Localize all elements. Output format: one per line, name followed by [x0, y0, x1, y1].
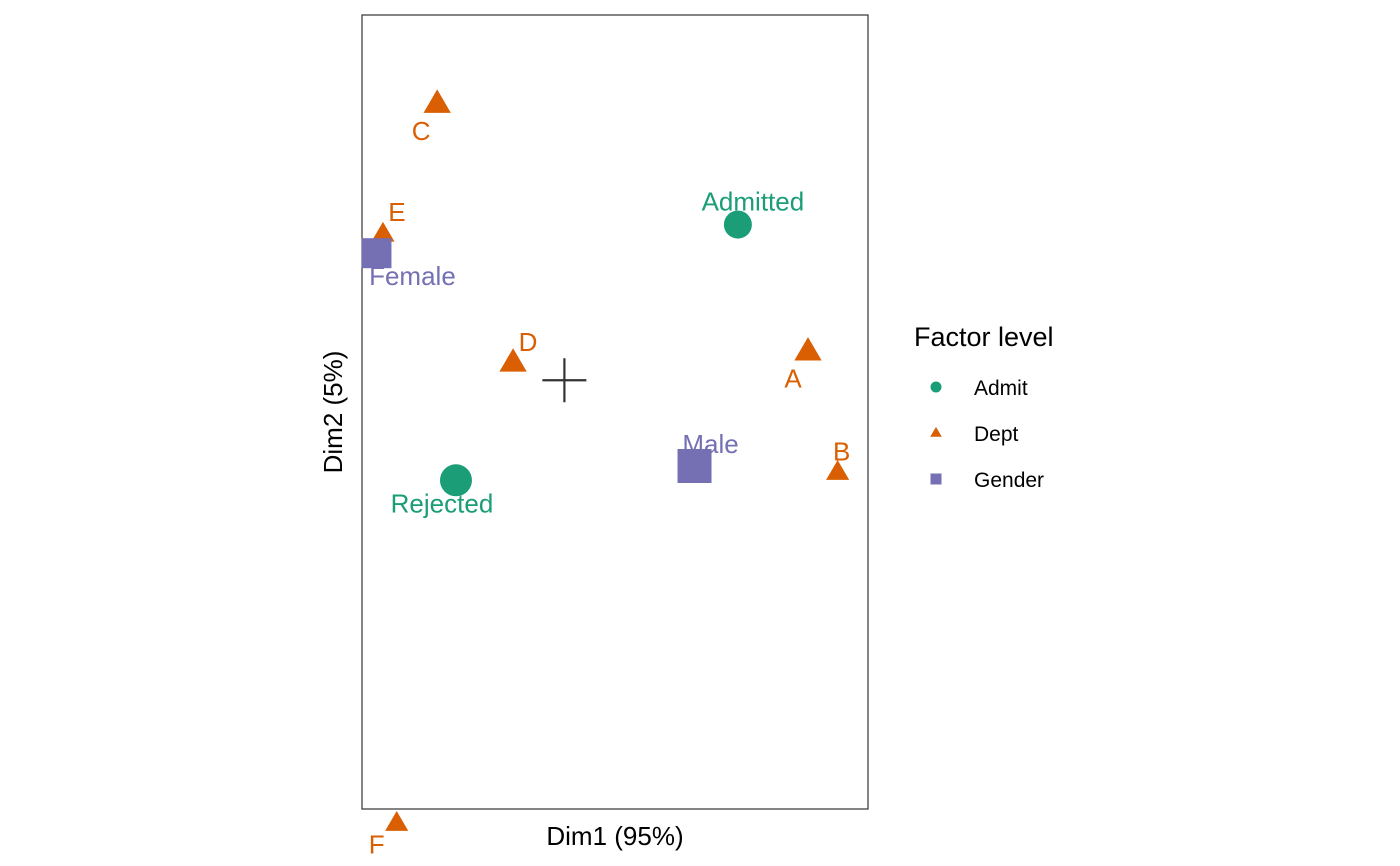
point-rejected: [439, 464, 472, 497]
point-label-b: B: [833, 436, 850, 466]
legend-label-dept: Dept: [974, 423, 1019, 446]
legend-item-dept: Dept: [930, 423, 1019, 446]
point-male: [677, 448, 712, 483]
x-axis-title: Dim1 (95%): [546, 821, 683, 851]
legend-key-gender: [930, 473, 942, 485]
point-label-f: F: [369, 829, 385, 859]
point-label-male: Male: [682, 429, 738, 459]
point-f: [385, 811, 409, 831]
legend-label-admit: Admit: [974, 377, 1028, 400]
point-b: [826, 460, 850, 480]
point-c: [423, 89, 451, 113]
y-axis-title: Dim2 (5%): [318, 351, 348, 474]
point-labels: Admitted Rejected A B C D E F Female Male: [369, 116, 851, 859]
point-e: [371, 221, 395, 242]
plot-panel-border: [361, 14, 869, 810]
point-d: [499, 348, 527, 372]
legend-item-admit: Admit: [930, 377, 1028, 400]
point-label-d: D: [519, 327, 538, 357]
point-label-e: E: [388, 197, 405, 227]
legend-key-admit: [930, 381, 942, 393]
point-label-a: A: [784, 364, 802, 394]
point-admitted: [723, 210, 752, 239]
point-label-admitted: Admitted: [702, 187, 805, 217]
origin-crosshair: [542, 358, 587, 403]
point-label-c: C: [412, 116, 431, 146]
legend: Factor level Admit Dept Gender: [914, 322, 1054, 492]
point-a: [794, 337, 822, 361]
legend-item-gender: Gender: [930, 469, 1044, 492]
point-label-rejected: Rejected: [391, 488, 494, 518]
legend-key-dept: [930, 426, 942, 437]
legend-label-gender: Gender: [974, 469, 1044, 492]
point-female: [361, 238, 392, 269]
data-points: [361, 89, 850, 831]
legend-title: Factor level: [914, 322, 1054, 352]
point-label-female: Female: [369, 261, 456, 291]
